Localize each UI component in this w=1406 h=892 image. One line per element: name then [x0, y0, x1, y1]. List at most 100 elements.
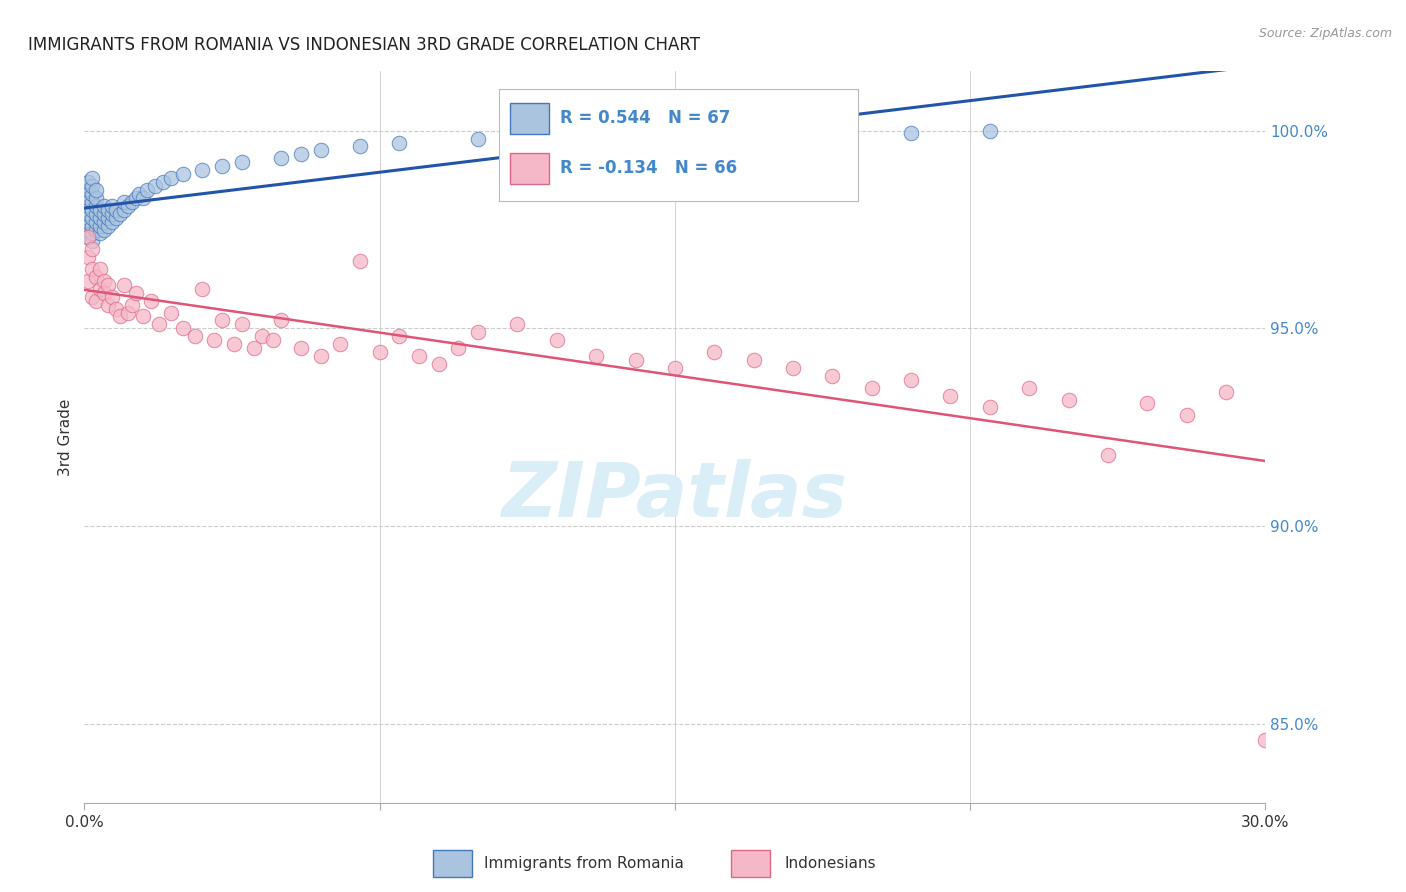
Point [132, 310, 155, 324]
Point [84, 191, 107, 205]
Point [82, 219, 104, 233]
Point [250, 329, 273, 343]
Point [860, 381, 883, 395]
Point [211, 313, 233, 327]
Point [108, 207, 131, 221]
Point [77, 191, 100, 205]
Point [1254, 732, 1277, 747]
Point [141, 293, 163, 308]
Point [506, 318, 529, 332]
Point [546, 129, 568, 144]
Point [222, 337, 245, 351]
Point [979, 123, 1001, 137]
Text: R = 0.544   N = 67: R = 0.544 N = 67 [560, 109, 731, 127]
Point [77, 175, 100, 189]
Point [1018, 381, 1040, 395]
Point [77, 222, 100, 236]
Text: R = -0.134   N = 66: R = -0.134 N = 66 [560, 159, 737, 177]
Point [467, 131, 489, 145]
Point [408, 349, 430, 363]
Point [82, 290, 104, 304]
Point [979, 401, 1001, 415]
Point [128, 186, 150, 201]
Point [77, 214, 100, 228]
Point [82, 242, 104, 256]
Point [82, 235, 104, 249]
Point [97, 219, 120, 233]
Point [93, 199, 115, 213]
Point [93, 274, 115, 288]
Point [104, 211, 127, 225]
Point [624, 353, 647, 368]
Point [447, 341, 470, 355]
Point [900, 373, 922, 387]
Point [124, 285, 146, 300]
Point [77, 250, 100, 264]
Point [664, 128, 686, 142]
Point [84, 207, 107, 221]
Point [309, 349, 332, 363]
Point [82, 227, 104, 241]
Point [84, 222, 107, 236]
Bar [510, 153, 550, 184]
Point [211, 159, 233, 173]
Point [191, 282, 214, 296]
Point [124, 191, 146, 205]
Point [82, 179, 104, 194]
Point [821, 126, 844, 140]
Point [89, 282, 111, 296]
Point [172, 167, 194, 181]
Point [97, 298, 120, 312]
Point [93, 214, 115, 228]
Point [329, 337, 352, 351]
Text: IMMIGRANTS FROM ROMANIA VS INDONESIAN 3RD GRADE CORRELATION CHART: IMMIGRANTS FROM ROMANIA VS INDONESIAN 3R… [28, 36, 700, 54]
Point [290, 147, 312, 161]
Y-axis label: 3rd Grade: 3rd Grade [58, 399, 73, 475]
Point [821, 368, 844, 383]
Point [117, 199, 139, 213]
Point [270, 313, 292, 327]
Point [160, 305, 183, 319]
Point [82, 202, 104, 217]
Point [782, 360, 804, 375]
Point [108, 310, 131, 324]
Point [1175, 409, 1198, 423]
Point [262, 333, 284, 347]
Text: Source: ZipAtlas.com: Source: ZipAtlas.com [1258, 27, 1392, 40]
Point [97, 202, 120, 217]
Point [1136, 396, 1159, 410]
Point [1215, 384, 1237, 399]
Point [89, 219, 111, 233]
Point [191, 163, 214, 178]
Point [93, 222, 115, 236]
Point [270, 152, 292, 166]
Point [152, 175, 174, 189]
Point [84, 199, 107, 213]
Point [101, 214, 124, 228]
Point [183, 329, 205, 343]
Point [89, 227, 111, 241]
Point [84, 293, 107, 308]
Bar [433, 850, 472, 877]
Point [467, 326, 489, 340]
Point [231, 318, 253, 332]
Point [104, 301, 127, 316]
Point [101, 199, 124, 213]
Point [136, 183, 159, 197]
Point [93, 285, 115, 300]
Text: Immigrants from Romania: Immigrants from Romania [484, 855, 683, 871]
Point [143, 179, 166, 194]
Point [388, 329, 411, 343]
Point [101, 207, 124, 221]
Point [117, 305, 139, 319]
Point [368, 345, 391, 359]
Point [309, 144, 332, 158]
Point [89, 202, 111, 217]
Point [97, 211, 120, 225]
Point [93, 207, 115, 221]
Point [104, 202, 127, 217]
Point [82, 194, 104, 209]
Text: ZIPatlas: ZIPatlas [502, 458, 848, 533]
Point [703, 345, 725, 359]
Point [89, 262, 111, 277]
